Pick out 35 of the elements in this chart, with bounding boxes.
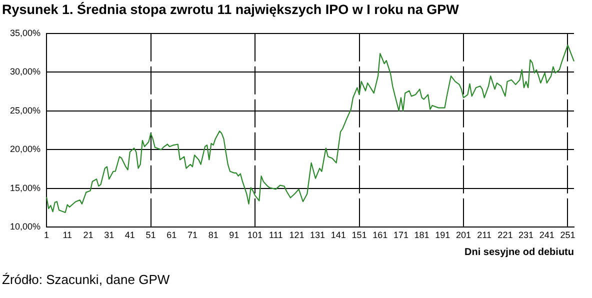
x-tick-label: 171 [393, 230, 408, 240]
x-tick-label: 1 [44, 230, 50, 240]
x-tick-label: 121 [289, 230, 304, 240]
x-tick-label: 221 [498, 230, 513, 240]
x-tick-label: 101 [247, 230, 263, 240]
x-tick-label: 231 [518, 230, 534, 240]
text: Źródło: Szacunki, dane GPW [1, 271, 171, 287]
x-tick-label: 181 [414, 230, 430, 240]
y-tick-label: 10,00% [10, 222, 41, 232]
x-tick-label: 201 [456, 230, 472, 240]
x-tick-label: 81 [208, 230, 218, 240]
x-tick-label: 11 [62, 230, 72, 240]
x-tick-label: 141 [330, 230, 346, 240]
chart-title: Rysunek 1. Średnia stopa zwrotu 11 największych IPO w I roku na GPW [1, 1, 460, 19]
y-tick-label: 25,00% [10, 105, 41, 116]
y-tick-label: 15,00% [10, 182, 41, 193]
x-tick-label: 31 [104, 230, 114, 240]
x-tick-label: 51 [146, 230, 156, 240]
y-tick-label: 35,00% [10, 28, 41, 38]
x-tick-label: 41 [124, 230, 135, 240]
x-tick-label: 161 [372, 230, 388, 240]
x-tick-label: 241 [539, 230, 554, 240]
x-tick-label: 251 [560, 230, 576, 240]
x-tick-label: 151 [352, 230, 367, 240]
x-tick-label: 211 [477, 230, 492, 240]
x-tick-label: 111 [269, 230, 283, 240]
x-tick-label: 191 [435, 230, 450, 240]
y-tick-label: 20,00% [10, 144, 41, 154]
x-tick-label: 131 [310, 230, 326, 240]
x-tick-label: 61 [166, 230, 177, 240]
x-tick-label: 91 [229, 230, 240, 240]
x-tick-label: 21 [83, 230, 94, 240]
x-tick-label: 71 [187, 230, 198, 240]
x-axis-title: Dni sesyjne od debiutu [464, 246, 574, 258]
y-tick-label: 30,00% [10, 66, 41, 77]
